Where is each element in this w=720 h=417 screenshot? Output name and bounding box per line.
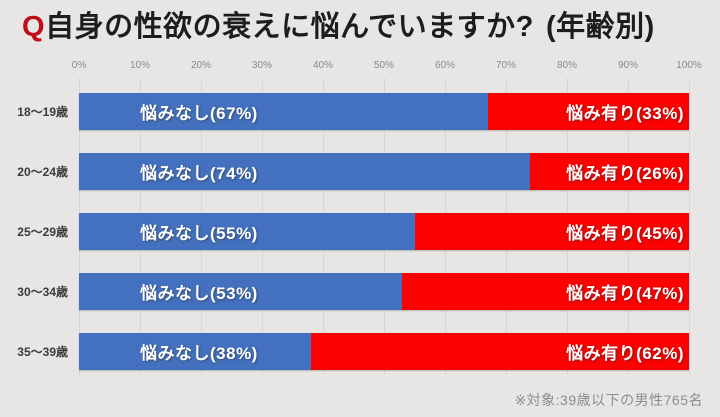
bar-segment-no-worry [79,153,531,190]
no-worry-label: 悩みなし(67%) [140,104,258,123]
worry-label: 悩み有り(47%) [566,284,684,303]
gridline [689,78,690,375]
no-worry-label: 悩みなし(53%) [140,284,258,303]
bar-segment-no-worry [79,213,415,250]
no-worry-label: 悩みなし(55%) [140,224,258,243]
question-mark-q: Q [22,11,46,43]
stacked-bar: 悩みなし(38%) 悩み有り(62%) [79,333,689,370]
age-group-label: 20〜24歳 [17,165,68,179]
x-axis-tick-label: 80% [556,60,578,71]
x-axis-tick-label: 10% [129,60,151,71]
bar-segment-worry [310,333,689,370]
worry-label: 悩み有り(62%) [566,344,684,363]
footnote: ※対象:39歳以下の男性765名 [514,392,703,408]
chart-title-suffix: (年齢別) [546,11,655,43]
stacked-bar: 悩みなし(74%) 悩み有り(26%) [79,153,689,190]
stacked-bar: 悩みなし(53%) 悩み有り(47%) [79,273,689,310]
bar-segment-worry [402,273,689,310]
bar-segment-worry [530,153,689,190]
no-worry-label: 悩みなし(38%) [140,344,258,363]
x-axis-tick-label: 20% [190,60,212,71]
bar-segment-no-worry [79,333,311,370]
x-axis-tick-label: 100% [676,60,702,71]
no-worry-label: 悩みなし(74%) [140,164,258,183]
bar-segment-worry [414,213,689,250]
stacked-bar: 悩みなし(67%) 悩み有り(33%) [79,93,689,130]
x-axis-tick-label: 0% [71,60,87,71]
worry-label: 悩み有り(45%) [566,224,684,243]
x-axis-tick-label: 50% [373,60,395,71]
chart-title-text: 自身の性欲の衰えに悩んでいますか? [45,11,534,43]
x-axis-tick-label: 60% [434,60,456,71]
age-group-label: 35〜39歳 [17,345,68,359]
chart-title: Q自身の性欲の衰えに悩んでいますか? (年齢別) [22,8,655,46]
age-group-label: 30〜34歳 [17,285,68,299]
x-axis-tick-label: 90% [617,60,639,71]
age-group-label: 18〜19歳 [17,105,68,119]
bar-segment-worry [487,93,689,130]
x-axis-tick-label: 40% [312,60,334,71]
worry-label: 悩み有り(26%) [566,164,684,183]
chart-row: 20〜24歳 悩みなし(74%) 悩み有り(26%) [17,153,689,190]
stacked-bar: 悩みなし(55%) 悩み有り(45%) [79,213,689,250]
x-axis-tick-label: 30% [251,60,273,71]
x-axis-tick-label: 70% [495,60,517,71]
plot-area: 18〜19歳 悩みなし(67%) 悩み有り(33%) 20〜24歳 悩みなし(74%) 悩… [17,78,690,375]
worry-label: 悩み有り(33%) [566,104,684,123]
chart-row: 35〜39歳 悩みなし(38%) 悩み有り(62%) [17,333,689,370]
x-axis: 0% 10% 20% 30% 40% 50% 60% 70% 80% 90% 100% [72,60,702,75]
age-group-label: 25〜29歳 [17,225,68,239]
chart-row: 30〜34歳 悩みなし(53%) 悩み有り(47%) [17,273,689,310]
bar-segment-no-worry [79,273,403,310]
bar-segment-no-worry [79,93,488,130]
chart-row: 25〜29歳 悩みなし(55%) 悩み有り(45%) [17,213,689,250]
chart-row: 18〜19歳 悩みなし(67%) 悩み有り(33%) [17,93,689,130]
